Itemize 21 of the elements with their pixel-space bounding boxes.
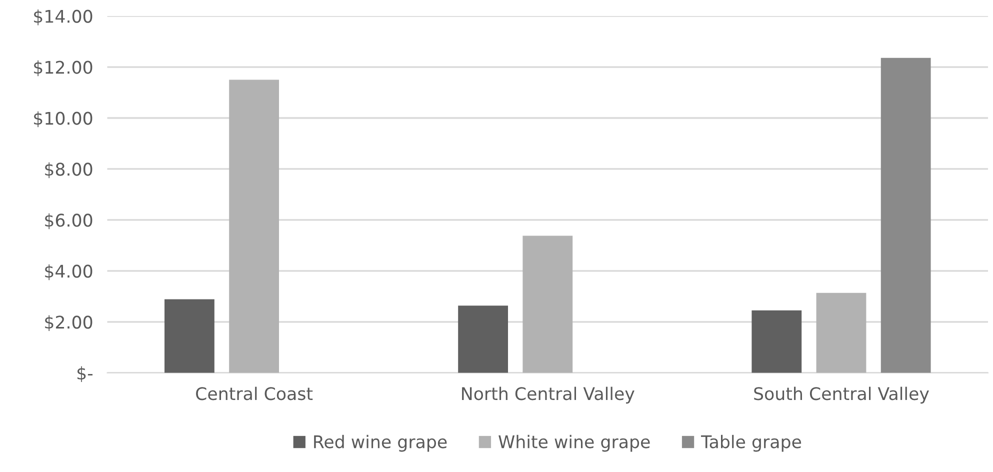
bar	[229, 80, 279, 373]
y-tick-label: $-	[77, 366, 93, 382]
y-tick-label: $4.00	[45, 264, 92, 280]
y-tick-label: $6.00	[45, 213, 92, 230]
bar	[164, 299, 214, 373]
x-tick-label: North Central Valley	[462, 386, 634, 404]
bar	[816, 292, 866, 373]
bar	[522, 236, 573, 373]
x-tick-label: South Central Valley	[754, 386, 929, 404]
y-tick-label: $10.00	[34, 111, 92, 128]
y-tick-label: $8.00	[45, 162, 92, 178]
legend-label: White wine grape	[498, 434, 650, 452]
legend-label: Table grape	[701, 434, 802, 452]
legend-label: Red wine grape	[314, 434, 447, 452]
bar	[880, 58, 931, 373]
y-tick-label: $2.00	[45, 315, 92, 332]
bar	[752, 310, 802, 373]
y-tick-label: $14.00	[34, 9, 92, 26]
y-tick-label: $12.00	[34, 60, 92, 76]
bar	[458, 306, 508, 373]
x-tick-label: Central Coast	[196, 386, 313, 400]
